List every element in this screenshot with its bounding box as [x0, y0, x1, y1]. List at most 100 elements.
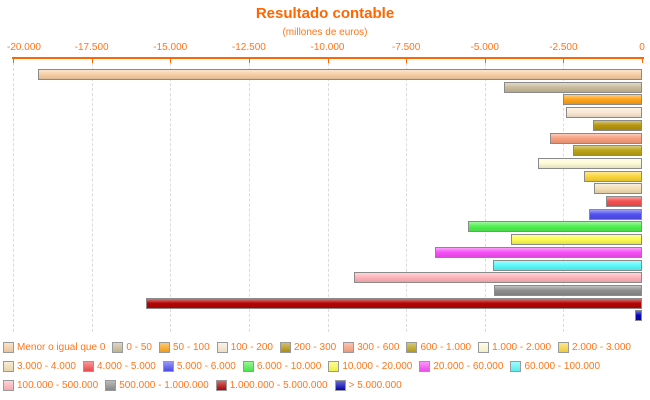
bar-500-000-1-000-000[interactable]: [494, 284, 642, 296]
legend-row: 100.000 - 500.000 500.000 - 1.000.000 1.00…: [3, 376, 649, 395]
bar->-5-000-000[interactable]: [635, 310, 642, 322]
gridline: [406, 63, 408, 332]
bar-0-50[interactable]: [504, 81, 642, 93]
legend-item: 10.000 - 20.000: [328, 361, 412, 372]
legend-item: 600 - 1.000: [406, 342, 471, 353]
legend-label: 6.000 - 10.000: [256, 361, 322, 372]
bar-10-000-20-000[interactable]: [511, 234, 642, 246]
bar-5-000-6-000[interactable]: [588, 208, 642, 220]
x-axis-tick-mark: [91, 59, 93, 63]
gridline: [13, 63, 14, 332]
legend-swatch: [158, 342, 170, 353]
x-axis-tick-mark: [327, 59, 329, 63]
legend-swatch: [343, 342, 355, 353]
x-axis-tick-mark: [563, 59, 565, 63]
legend-item: 1.000 - 2.000: [478, 342, 551, 353]
bar-3-000-4-000[interactable]: [594, 183, 642, 195]
gridline: [91, 63, 93, 332]
legend-item: 4.000 - 5.000: [82, 361, 156, 372]
legend-swatch: [419, 361, 431, 372]
legend-item: 1.000.000 - 5.000.000: [215, 380, 328, 391]
legend-item: > 5.000.000: [334, 380, 402, 391]
legend-label: 1.000 - 2.000: [492, 342, 552, 353]
legend-swatch: [334, 380, 346, 391]
legend-swatch: [105, 380, 117, 391]
legend-label: 500.000 - 1.000.000: [119, 380, 209, 391]
bar-20-000-60-000[interactable]: [435, 246, 642, 258]
legend-label: 10.000 - 20.000: [342, 361, 413, 372]
bar-300-600[interactable]: [550, 132, 642, 144]
legend-item: 100.000 - 500.000: [3, 380, 98, 391]
bar-6-000-10-000[interactable]: [468, 221, 642, 233]
legend-swatch: [478, 342, 490, 353]
legend-item: 50 - 100: [158, 342, 210, 353]
legend-label: 200 - 300: [293, 342, 337, 353]
legend-label: 0 - 50: [126, 342, 152, 353]
legend-item: 200 - 300: [279, 342, 337, 353]
bar-60-000-100-000[interactable]: [492, 259, 642, 271]
bar-1-000-2-000[interactable]: [537, 157, 642, 169]
bar-200-300[interactable]: [592, 119, 642, 131]
bar-100-200[interactable]: [566, 107, 642, 119]
chart-title: Resultado contable: [255, 5, 395, 22]
legend-row: Menor o igual que 0 0 - 50 50 - 100 100 - 2…: [3, 338, 649, 357]
legend-item: 0 - 50: [112, 342, 152, 353]
legend-label: 50 - 100: [172, 342, 210, 353]
x-axis-tick-label: 0: [639, 42, 645, 53]
legend-swatch: [216, 342, 228, 353]
bar-4-000-5-000[interactable]: [606, 196, 642, 207]
gridline: [327, 63, 329, 332]
x-axis-tick-label: -15.000: [153, 42, 188, 53]
legend-item: 3.000 - 4.000: [3, 361, 76, 372]
legend-swatch: [406, 342, 418, 353]
legend-swatch: [82, 361, 94, 372]
x-axis-tick-mark: [13, 59, 14, 63]
legend-swatch: [3, 361, 14, 372]
legend-item: 6.000 - 10.000: [242, 361, 322, 372]
legend-swatch: [328, 361, 340, 372]
x-axis-tick-mark: [642, 59, 643, 63]
legend-item: 60.000 - 100.000: [510, 361, 600, 372]
legend-swatch: [510, 361, 522, 372]
gridline: [563, 63, 565, 332]
legend-swatch: [279, 342, 291, 353]
x-axis-tick-label: -20.000: [7, 42, 41, 53]
bar-50-100[interactable]: [563, 94, 642, 106]
legend-swatch: [112, 342, 124, 353]
legend-item: 2.000 - 3.000: [558, 342, 631, 353]
legend-swatch: [3, 342, 14, 353]
legend-label: 3.000 - 4.000: [17, 361, 76, 372]
bar-1-000-000-5-000-000[interactable]: [146, 297, 642, 309]
legend-label: 300 - 600: [357, 342, 400, 353]
legend-item: 100 - 200: [216, 342, 273, 353]
legend-swatch: [242, 361, 254, 372]
legend-label: 100.000 - 500.000: [17, 380, 99, 391]
x-axis-tick-mark: [484, 59, 486, 63]
x-axis-tick-label: -7.500: [391, 42, 421, 53]
legend-item: Menor o igual que 0: [3, 342, 105, 353]
x-axis-tick-mark: [170, 59, 172, 63]
chart-subtitle: (millones de euros): [282, 27, 368, 38]
bar-100-000-500-000[interactable]: [354, 272, 642, 284]
legend-swatch: [215, 380, 227, 391]
x-axis-tick-label: -12.500: [231, 42, 266, 53]
legend-label: 4.000 - 5.000: [96, 361, 156, 372]
x-axis-tick-label: -5.000: [470, 42, 499, 53]
legend-row: 3.000 - 4.000 4.000 - 5.000 5.000 - 6.000 6…: [3, 357, 649, 376]
legend-item: 20.000 - 60.000: [419, 361, 503, 372]
x-axis-tick-label: -10.000: [310, 42, 345, 53]
x-axis-tick-mark: [406, 59, 408, 63]
bar-menor-o-igual-que-0[interactable]: [38, 69, 642, 80]
legend-swatch: [3, 380, 14, 391]
legend-swatch: [558, 342, 570, 353]
bar-2-000-3-000[interactable]: [584, 170, 642, 182]
legend-label: 20.000 - 60.000: [433, 361, 504, 372]
bar-600-1-000[interactable]: [572, 145, 642, 157]
legend-item: 300 - 600: [343, 342, 399, 353]
gridline: [484, 63, 486, 332]
legend-item: 500.000 - 1.000.000: [105, 380, 209, 391]
legend-item: 5.000 - 6.000: [162, 361, 236, 372]
legend-label: 60.000 - 100.000: [524, 361, 601, 372]
legend-label: 100 - 200: [230, 342, 273, 353]
